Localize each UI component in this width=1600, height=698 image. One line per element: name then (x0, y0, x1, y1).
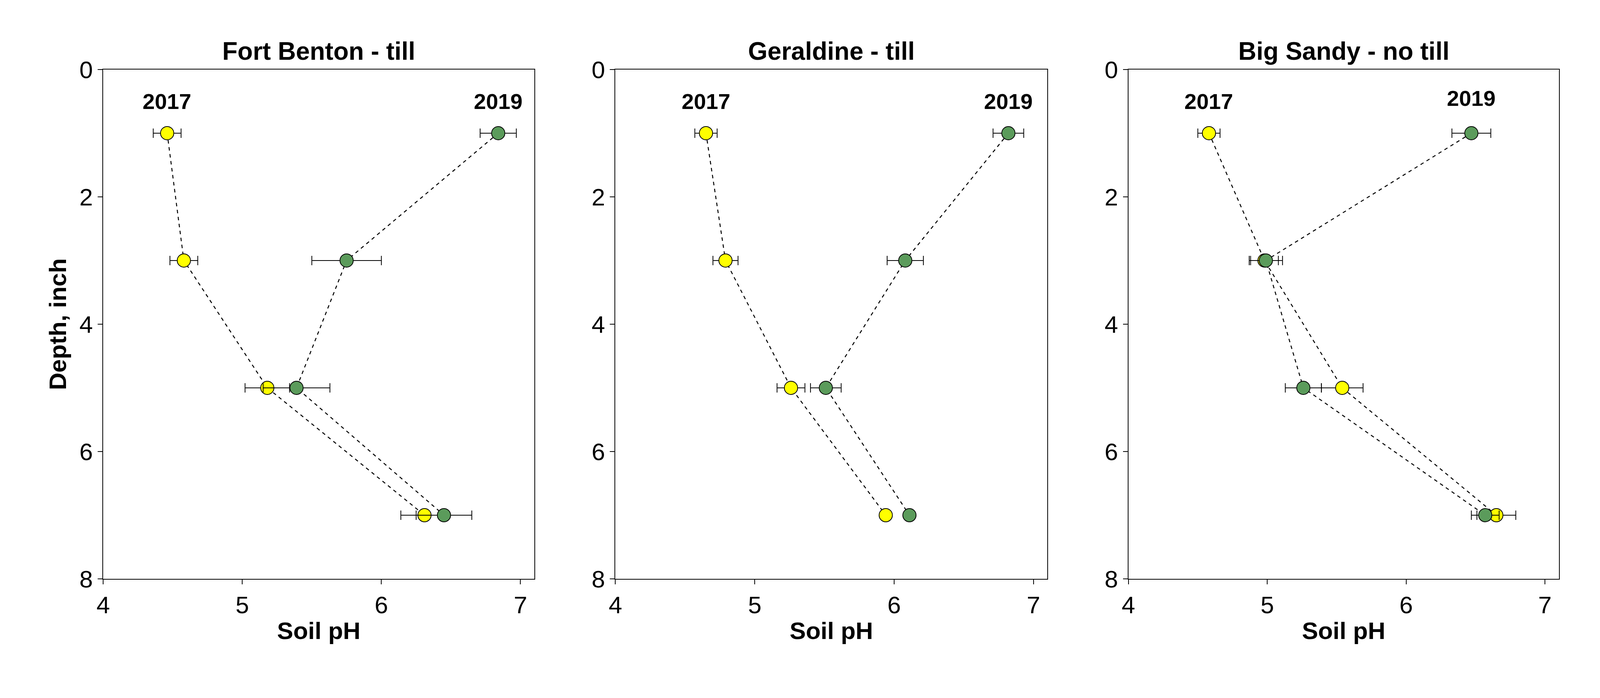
svg-text:2017: 2017 (142, 89, 192, 114)
svg-text:Soil pH: Soil pH (1301, 617, 1386, 645)
svg-text:7: 7 (1026, 591, 1040, 619)
svg-text:4: 4 (608, 591, 622, 619)
svg-text:2017: 2017 (1184, 89, 1234, 114)
svg-text:0: 0 (591, 56, 606, 84)
svg-text:4: 4 (1104, 310, 1118, 338)
svg-text:7: 7 (513, 591, 527, 619)
svg-text:Fort Benton - till: Fort Benton - till (222, 37, 416, 66)
svg-text:6: 6 (591, 438, 606, 466)
svg-text:2: 2 (591, 183, 606, 211)
svg-text:6: 6 (1104, 438, 1118, 466)
svg-text:2: 2 (79, 183, 93, 211)
svg-text:0: 0 (1104, 56, 1118, 84)
svg-text:Soil pH: Soil pH (789, 617, 874, 645)
svg-text:4: 4 (79, 310, 93, 338)
svg-text:Geraldine - till: Geraldine - till (748, 37, 915, 66)
svg-text:5: 5 (235, 591, 249, 619)
svg-text:6: 6 (79, 438, 93, 466)
svg-text:2017: 2017 (681, 89, 731, 114)
svg-text:2019: 2019 (1446, 85, 1496, 111)
svg-text:4: 4 (591, 310, 606, 338)
svg-text:8: 8 (591, 565, 606, 593)
svg-text:Big Sandy - no till: Big Sandy - no till (1238, 37, 1450, 66)
svg-text:4: 4 (1121, 591, 1135, 619)
svg-text:Depth, inch: Depth, inch (44, 258, 72, 391)
svg-text:5: 5 (1260, 591, 1274, 619)
svg-text:6: 6 (374, 591, 388, 619)
svg-text:0: 0 (79, 56, 93, 84)
svg-text:2: 2 (1104, 183, 1118, 211)
svg-text:2019: 2019 (983, 89, 1033, 114)
svg-text:6: 6 (1399, 591, 1413, 619)
svg-text:6: 6 (887, 591, 901, 619)
svg-text:5: 5 (748, 591, 762, 619)
svg-text:7: 7 (1538, 591, 1552, 619)
svg-text:8: 8 (79, 565, 93, 593)
svg-text:Soil pH: Soil pH (276, 617, 361, 645)
svg-text:4: 4 (96, 591, 110, 619)
svg-text:8: 8 (1104, 565, 1118, 593)
svg-text:2019: 2019 (473, 89, 523, 114)
